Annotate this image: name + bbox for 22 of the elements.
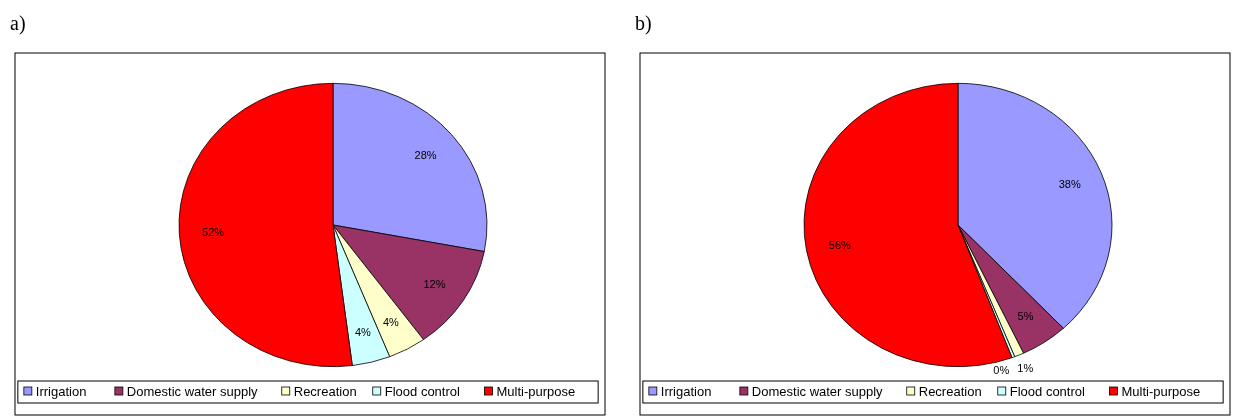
legend-label: Flood control	[384, 384, 461, 399]
chart-title: b)	[635, 12, 652, 35]
data-label: 4%	[354, 326, 372, 339]
chart-title: a)	[10, 12, 26, 35]
legend-label: Multi-purpose	[1121, 384, 1201, 399]
legend-label: Domestic water supply	[751, 384, 884, 399]
data-label: 0%	[993, 364, 1010, 377]
data-label: 56%	[828, 238, 852, 251]
legend-label: Recreation	[293, 384, 357, 399]
legend-label: Irrigation	[660, 384, 712, 399]
data-label: 4%	[382, 315, 400, 328]
legend-label: Flood control	[1009, 384, 1086, 399]
legend-label: Multi-purpose	[496, 384, 576, 399]
legend-label: Domestic water supply	[126, 384, 259, 399]
data-label: 12%	[423, 278, 446, 291]
data-label: 38%	[1058, 178, 1081, 191]
data-label: 52%	[202, 225, 225, 238]
data-label: 5%	[1017, 310, 1034, 323]
data-label: 1%	[1017, 362, 1034, 375]
data-label: 28%	[414, 148, 437, 161]
legend-label: Recreation	[918, 384, 982, 399]
legend-label: Irrigation	[35, 384, 87, 399]
